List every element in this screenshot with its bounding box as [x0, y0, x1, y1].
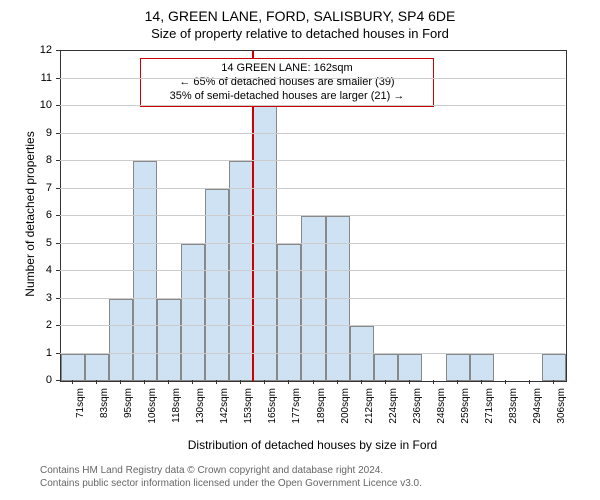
x-axis-label: Distribution of detached houses by size … [163, 438, 463, 452]
chart-subtitle: Size of property relative to detached ho… [0, 24, 600, 45]
grid-line [60, 188, 565, 189]
x-tick-label: 130sqm [195, 388, 206, 424]
histogram-bar [301, 216, 325, 381]
histogram-bar [157, 299, 181, 382]
x-tick [529, 380, 530, 384]
x-tick-label: 142sqm [219, 388, 230, 424]
x-tick [433, 380, 434, 384]
x-tick [216, 380, 217, 384]
histogram-bar [253, 106, 277, 381]
grid-line [60, 270, 565, 271]
annotation-line1: 14 GREEN LANE: 162sqm [147, 62, 427, 76]
histogram-bar [326, 216, 350, 381]
y-tick-label: 0 [0, 374, 52, 386]
grid-line [60, 78, 565, 79]
y-tick [56, 380, 60, 381]
histogram-bar [470, 354, 494, 382]
x-tick [505, 380, 506, 384]
y-tick-label: 10 [0, 99, 52, 111]
y-axis-label: Number of detached properties [23, 124, 37, 304]
histogram-bar [85, 354, 109, 382]
histogram-bar [133, 161, 157, 381]
x-tick-label: 95sqm [123, 388, 134, 418]
x-tick-label: 200sqm [340, 388, 351, 424]
page-title: 14, GREEN LANE, FORD, SALISBURY, SP4 6DE [0, 0, 600, 24]
histogram-bar [277, 244, 301, 382]
x-tick [192, 380, 193, 384]
annotation-box: 14 GREEN LANE: 162sqm ← 65% of detached … [140, 58, 434, 107]
x-tick-label: 71sqm [75, 388, 86, 418]
chart-container: 14, GREEN LANE, FORD, SALISBURY, SP4 6DE… [0, 0, 600, 500]
x-tick-label: 153sqm [243, 388, 254, 424]
x-tick-label: 271sqm [484, 388, 495, 424]
grid-line [60, 353, 565, 354]
x-tick-label: 236sqm [412, 388, 423, 424]
grid-line [60, 133, 565, 134]
x-tick [313, 380, 314, 384]
histogram-bar [61, 354, 85, 382]
x-tick-label: 189sqm [316, 388, 327, 424]
x-tick [96, 380, 97, 384]
histogram-bar [446, 354, 470, 382]
footer-line2: Contains public sector information licen… [40, 477, 422, 490]
grid-line [60, 325, 565, 326]
x-tick [264, 380, 265, 384]
x-tick-label: 165sqm [267, 388, 278, 424]
histogram-bar [350, 326, 374, 381]
x-tick [240, 380, 241, 384]
x-tick [168, 380, 169, 384]
footer-line1: Contains HM Land Registry data © Crown c… [40, 464, 422, 477]
x-tick [72, 380, 73, 384]
x-tick-label: 177sqm [291, 388, 302, 424]
x-tick [409, 380, 410, 384]
histogram-bar [181, 244, 205, 382]
x-tick [144, 380, 145, 384]
y-tick-label: 12 [0, 44, 52, 56]
grid-line [60, 215, 565, 216]
grid-line [60, 105, 565, 106]
x-tick [553, 380, 554, 384]
x-tick-label: 306sqm [556, 388, 567, 424]
grid-line [60, 160, 565, 161]
x-tick-label: 212sqm [364, 388, 375, 424]
x-tick-label: 294sqm [532, 388, 543, 424]
x-tick-label: 106sqm [147, 388, 158, 424]
x-tick-label: 283sqm [508, 388, 519, 424]
footer: Contains HM Land Registry data © Crown c… [40, 464, 422, 490]
x-tick-label: 248sqm [436, 388, 447, 424]
histogram-bar [398, 354, 422, 382]
histogram-bar [374, 354, 398, 382]
histogram-bar [542, 354, 566, 382]
y-tick [56, 50, 60, 51]
x-tick-label: 83sqm [99, 388, 110, 418]
y-tick-label: 11 [0, 72, 52, 84]
x-tick [337, 380, 338, 384]
grid-line [60, 298, 565, 299]
x-tick-label: 224sqm [388, 388, 399, 424]
x-tick [481, 380, 482, 384]
x-tick [361, 380, 362, 384]
x-tick-label: 118sqm [171, 388, 182, 423]
histogram-bar [229, 161, 253, 381]
y-tick-label: 1 [0, 347, 52, 359]
x-tick [385, 380, 386, 384]
x-tick-label: 259sqm [460, 388, 471, 424]
annotation-line3: 35% of semi-detached houses are larger (… [147, 90, 427, 104]
histogram-bar [109, 299, 133, 382]
grid-line [60, 243, 565, 244]
x-tick [288, 380, 289, 384]
x-tick [120, 380, 121, 384]
x-tick [457, 380, 458, 384]
y-tick-label: 2 [0, 319, 52, 331]
